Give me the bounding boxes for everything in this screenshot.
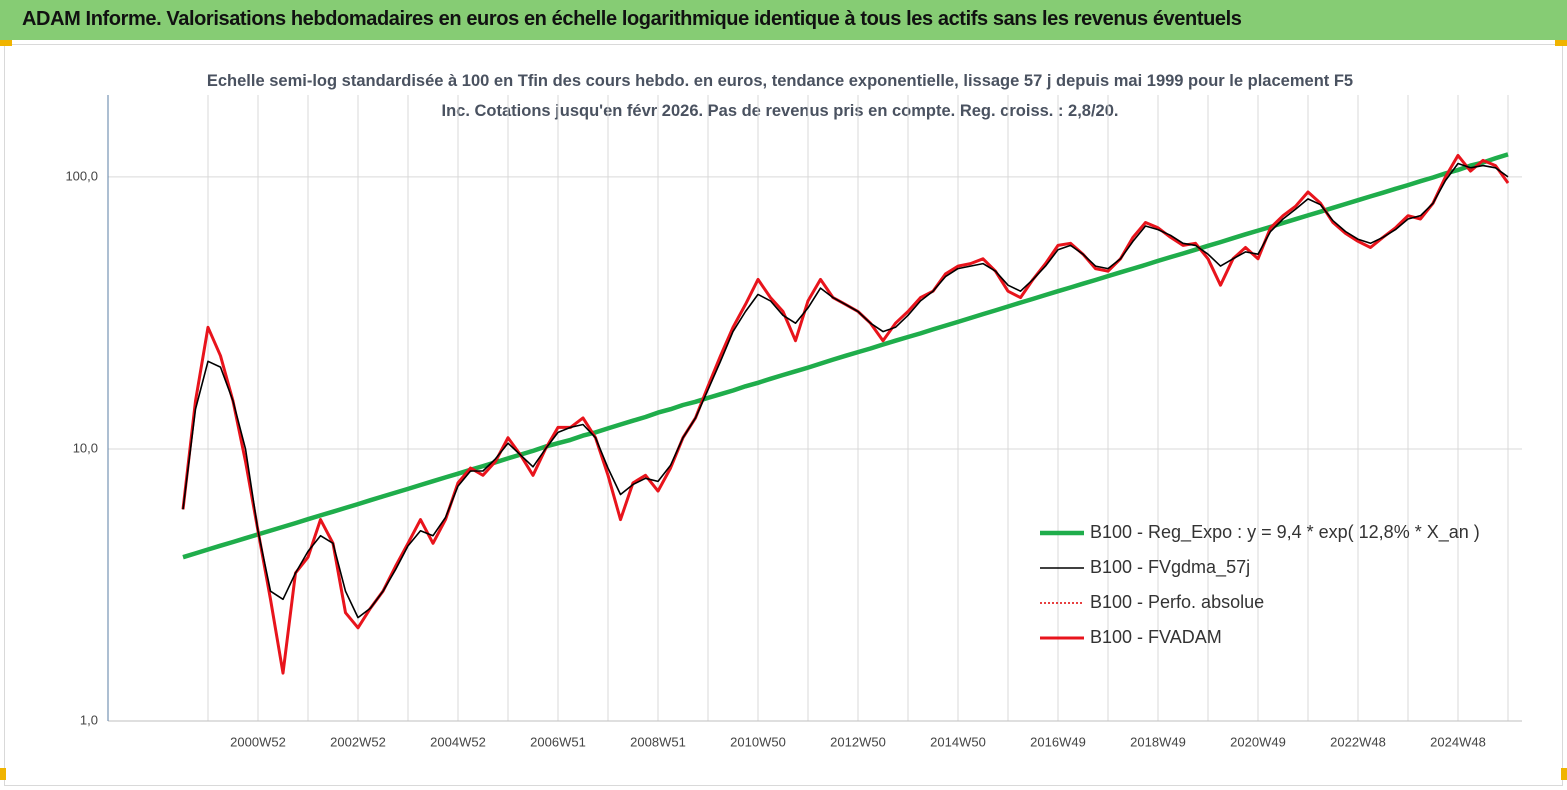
corner [0,40,12,46]
series-line [181,153,1510,675]
series-line [182,162,1509,619]
x-tick-label: 2008W51 [630,734,686,749]
chart-title: Echelle semi-log standardisée à 100 en T… [206,72,1354,120]
x-tick-label: 2018W49 [1130,734,1186,749]
legend-label: B100 - FVgdma_57j [1090,557,1250,578]
x-tick-label: 2014W50 [930,734,986,749]
x-tick-label: 2006W51 [530,734,586,749]
x-tick-label: 2016W49 [1030,734,1086,749]
y-tick-label: 10,0 [73,440,98,455]
chart-frame [4,44,1563,786]
legend-label: B100 - Perfo. absolue [1090,592,1264,612]
x-tick-label: 2002W52 [330,734,386,749]
series-line [182,154,1509,674]
corner [1555,40,1567,46]
corner [1561,768,1567,780]
x-tick-label: 2022W48 [1330,734,1386,749]
x-tick-label: 2020W49 [1230,734,1286,749]
corner [0,768,6,780]
legend-label: B100 - FVADAM [1090,627,1222,647]
x-tick-label: 2000W52 [230,734,286,749]
x-tick-label: 2012W50 [830,734,886,749]
header-bar: ADAM Informe. Valorisations hebdomadaire… [0,0,1567,40]
y-tick-label: 100,0 [65,168,98,183]
x-tick-label: 2024W48 [1430,734,1486,749]
header-title: ADAM Informe. Valorisations hebdomadaire… [22,8,1242,30]
x-tick-label: 2010W50 [730,734,786,749]
x-tick-label: 2004W52 [430,734,486,749]
legend-label: B100 - Reg_Expo : y = 9,4 * exp( 12,8% *… [1090,522,1480,543]
series-line [182,152,1509,560]
y-tick-label: 1,0 [80,712,98,727]
